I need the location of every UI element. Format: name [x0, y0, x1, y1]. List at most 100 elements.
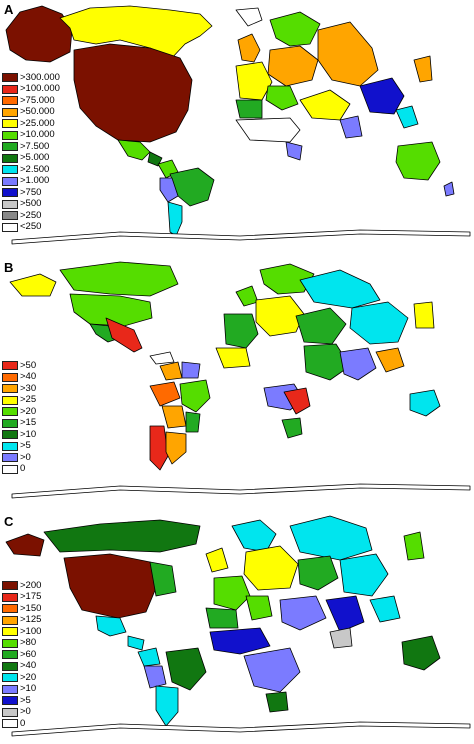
cartogram-map-a	[5, 5, 471, 245]
region-italy	[245, 595, 273, 621]
region-south-africa	[285, 141, 303, 161]
legend-item: >40	[2, 372, 36, 384]
legend-swatch	[2, 453, 18, 463]
legend-swatch	[2, 627, 18, 637]
legend-label: >200	[20, 579, 42, 591]
region-africa-gray	[329, 627, 353, 649]
legend-swatch	[2, 361, 18, 371]
region-india	[339, 115, 363, 139]
legend-item: >100	[2, 626, 41, 638]
legend-label: >10.000	[20, 129, 55, 141]
legend: >300.000 >100.000 >75.000 >50.000 >25.00…	[2, 72, 60, 233]
region-africa-central	[243, 647, 301, 693]
legend-swatch	[2, 211, 18, 221]
legend-label: >0	[20, 451, 31, 463]
region-alaska	[9, 273, 57, 297]
legend-swatch	[2, 188, 18, 198]
legend-item: >750	[2, 187, 60, 199]
legend-item: >125	[2, 615, 41, 627]
region-usa	[73, 43, 193, 143]
legend-swatch	[2, 107, 18, 117]
legend-swatch	[2, 673, 18, 683]
region-uk	[235, 285, 259, 307]
region-antarctica	[11, 229, 471, 245]
legend-label: >100	[20, 625, 42, 637]
region-australia	[401, 635, 441, 671]
legend-label: >2.500	[20, 163, 50, 175]
region-colombia	[137, 647, 161, 667]
region-se-asia	[395, 105, 419, 129]
region-africa-east	[283, 387, 311, 415]
region-se-asia	[375, 347, 405, 373]
region-new-zealand	[443, 181, 455, 197]
legend-swatch	[2, 96, 18, 106]
legend-label: >15	[20, 417, 37, 429]
region-peru	[143, 665, 167, 689]
region-scandinavia	[259, 263, 315, 295]
legend-label: >175	[20, 591, 42, 603]
region-usa	[69, 293, 153, 327]
legend-item: >5.000	[2, 153, 60, 165]
region-argentina	[165, 431, 187, 465]
region-spain	[215, 347, 251, 369]
region-canada	[43, 519, 201, 553]
legend-label: >125	[20, 614, 42, 626]
region-south-africa	[265, 691, 289, 713]
region-se-asia	[369, 595, 401, 623]
legend-label: >40	[20, 371, 37, 383]
legend-item: <250	[2, 222, 60, 234]
legend-label: >250	[20, 209, 42, 221]
legend-swatch	[2, 441, 18, 451]
legend-label: <250	[20, 221, 42, 233]
legend-item: >1.000	[2, 176, 60, 188]
legend-item: >100.000	[2, 84, 60, 96]
legend-item: >20	[2, 672, 41, 684]
legend-label: >60	[20, 648, 37, 660]
panel-c: C >200 >175 >150 >125 >100 >80 >60 >40 >…	[0, 496, 474, 744]
region-argentina	[167, 201, 183, 237]
region-antarctica	[11, 483, 471, 499]
region-russia	[299, 269, 381, 309]
legend-swatch	[2, 84, 18, 94]
legend-item: >7.500	[2, 141, 60, 153]
cartogram-map-b	[9, 261, 471, 499]
region-germany	[267, 45, 319, 87]
region-russia	[317, 21, 379, 87]
legend-swatch	[2, 395, 18, 405]
legend-label: >100.000	[20, 83, 60, 95]
legend-label: 0	[20, 717, 26, 729]
legend-label: >150	[20, 602, 42, 614]
legend-item: >25.000	[2, 118, 60, 130]
region-venezuela	[181, 361, 201, 379]
legend-swatch	[2, 222, 18, 232]
panel-label: C	[4, 514, 14, 529]
legend-swatch	[2, 696, 18, 706]
region-brazil-east	[149, 381, 181, 407]
region-scandinavia	[269, 11, 321, 47]
region-peru	[161, 405, 187, 429]
legend-item: >175	[2, 592, 41, 604]
legend-swatch	[2, 464, 18, 474]
legend-swatch	[2, 165, 18, 175]
legend-item: >10	[2, 684, 41, 696]
region-middle-east	[303, 343, 351, 381]
legend-swatch	[2, 176, 18, 186]
legend-swatch	[2, 430, 18, 440]
legend-swatch	[2, 407, 18, 417]
legend-item: >50	[2, 360, 36, 372]
region-middle-east	[279, 595, 327, 631]
region-china	[359, 77, 405, 115]
legend-label: >75.000	[20, 94, 55, 106]
legend-swatch	[2, 604, 18, 614]
legend-item: >25	[2, 395, 36, 407]
legend-swatch	[2, 384, 18, 394]
region-france	[223, 313, 259, 349]
legend-swatch	[2, 719, 18, 729]
region-china	[349, 301, 409, 345]
legend-swatch	[2, 130, 18, 140]
region-africa-north	[209, 627, 271, 655]
legend-item: >20	[2, 406, 36, 418]
legend-swatch	[2, 142, 18, 152]
region-russia	[289, 515, 373, 561]
region-cuba	[149, 351, 175, 365]
